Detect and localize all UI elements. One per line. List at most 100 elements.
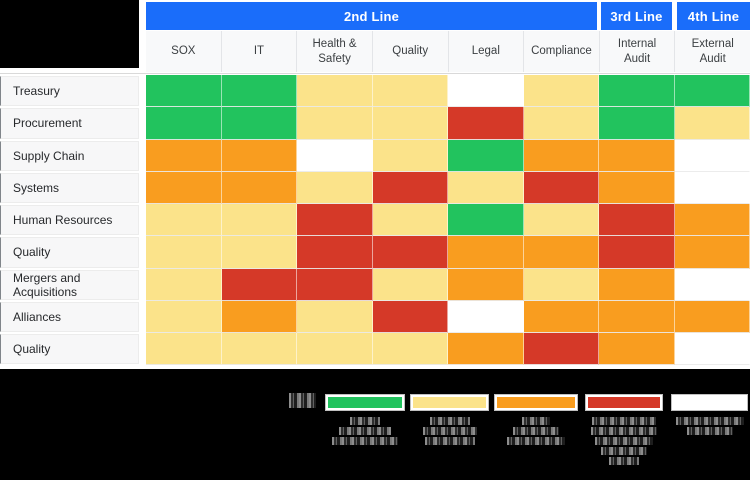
table-row: Mergers and Acquisitions [0, 268, 750, 301]
legend-label-redacted [494, 417, 578, 447]
redacted-text-line [424, 437, 475, 445]
label-gutter [139, 107, 146, 140]
header-band-3rd-line: 3rd Line [601, 2, 672, 30]
heatmap-cell-r5-c2 [221, 204, 297, 237]
heatmap-cell-r6-c2 [221, 236, 297, 269]
table-row: Supply Chain [0, 139, 750, 172]
legend [0, 369, 750, 480]
column-header-6: Compliance [523, 31, 599, 72]
heatmap-cell-r1-c8 [674, 75, 750, 108]
heatmap-cell-r3-c8 [674, 139, 750, 172]
header-band-2nd-line-label: 2nd Line [343, 8, 400, 24]
heatmap-cell-r6-c7 [599, 236, 675, 269]
heatmap-cell-r4-c8 [674, 171, 750, 204]
column-header-3: Health & Safety [296, 31, 372, 72]
heatmap-cell-r6-c5 [448, 236, 524, 269]
heatmap-cell-r7-c2 [221, 268, 297, 301]
redacted-text-line [686, 427, 733, 435]
label-gutter [139, 236, 146, 269]
redacted-text-line [422, 427, 477, 435]
heatmap-cell-r4-c2 [221, 171, 297, 204]
column-header-1: SOX [146, 31, 221, 72]
legend-swatch-frame [325, 394, 405, 411]
heatmap-cell-r9-c7 [599, 333, 675, 366]
heatmap-cell-r6-c8 [674, 236, 750, 269]
heatmap-cell-r1-c2 [221, 75, 297, 108]
header-band-4th-line: 4th Line [677, 2, 750, 30]
redacted-text-line [332, 437, 398, 445]
heatmap-cell-r6-c4 [372, 236, 448, 269]
column-header-5: Legal [447, 31, 524, 72]
heatmap-cell-r2-c6 [523, 107, 599, 140]
heatmap-cell-r8-c5 [448, 300, 524, 333]
redacted-text-line [592, 417, 656, 425]
legend-label-redacted [325, 417, 405, 447]
heatmap-cell-r7-c1 [146, 268, 222, 301]
heatmap-cell-r6-c6 [523, 236, 599, 269]
label-gutter [139, 75, 146, 108]
heatmap-cell-r8-c1 [146, 300, 222, 333]
heatmap-cell-r3-c5 [448, 139, 524, 172]
heatmap-cell-r5-c6 [523, 204, 599, 237]
row-label: Treasury [0, 76, 139, 107]
heatmap-cell-r8-c8 [674, 300, 750, 333]
table-row: Procurement [0, 107, 750, 140]
legend-swatch-orange [497, 397, 575, 408]
heatmap-cell-r4-c7 [599, 171, 675, 204]
legend-swatch-frame [410, 394, 489, 411]
heatmap-cell-r8-c3 [297, 300, 373, 333]
table-row: Human Resources [0, 204, 750, 237]
label-gutter [139, 268, 146, 301]
column-header-4: Quality [371, 31, 448, 72]
heatmap-cell-r5-c8 [674, 204, 750, 237]
legend-key-label-redacted [289, 393, 316, 408]
heatmap-cell-r3-c2 [221, 139, 297, 172]
legend-swatch-yellow [413, 397, 486, 408]
table-row: Systems [0, 171, 750, 204]
heatmap-cell-r2-c1 [146, 107, 222, 140]
redacted-text-line [609, 457, 639, 465]
legend-swatch-frame [585, 394, 663, 411]
row-label: Quality [0, 334, 139, 365]
heatmap-cell-r1-c4 [372, 75, 448, 108]
header-divider [0, 73, 750, 74]
redacted-text-line [591, 427, 657, 435]
header-band-3rd-line-label: 3rd Line [610, 8, 663, 24]
heatmap-cell-r3-c4 [372, 139, 448, 172]
heatmap-cell-r5-c7 [599, 204, 675, 237]
heatmap-cell-r2-c5 [448, 107, 524, 140]
legend-label-redacted [410, 417, 489, 447]
heatmap-cell-r7-c8 [674, 268, 750, 301]
heatmap-cell-r8-c7 [599, 300, 675, 333]
heatmap-cell-r4-c3 [297, 171, 373, 204]
heatmap-cell-r7-c5 [448, 268, 524, 301]
legend-label-redacted [585, 417, 663, 467]
heatmap-cell-r9-c2 [221, 333, 297, 366]
redacted-logo-block [0, 0, 139, 68]
label-gutter [139, 139, 146, 172]
column-header-row: SOX IT Health & Safety Quality Legal Complian… [146, 31, 750, 72]
heatmap-cell-r3-c7 [599, 139, 675, 172]
heatmap-cell-r7-c3 [297, 268, 373, 301]
header-band-2nd-line: 2nd Line [146, 2, 597, 30]
legend-swatch-green [328, 397, 402, 408]
label-gutter [139, 204, 146, 237]
legend-swatch-white [674, 397, 745, 408]
legend-item-red [585, 394, 663, 467]
heatmap-cell-r5-c4 [372, 204, 448, 237]
heatmap-cell-r2-c3 [297, 107, 373, 140]
label-gutter [139, 333, 146, 366]
redacted-text-line [429, 417, 470, 425]
redacted-text-line [339, 427, 391, 435]
row-label: Mergers and Acquisitions [0, 269, 139, 300]
heatmap-cell-r1-c6 [523, 75, 599, 108]
legend-item-green [325, 394, 405, 447]
legend-swatch-red [588, 397, 660, 408]
heatmap-cell-r9-c8 [674, 333, 750, 366]
redacted-text-line [522, 417, 550, 425]
heatmap-cell-r4-c1 [146, 171, 222, 204]
table-row: Treasury [0, 75, 750, 108]
heatmap-cell-r9-c3 [297, 333, 373, 366]
row-label: Human Resources [0, 205, 139, 236]
heatmap-cell-r6-c3 [297, 236, 373, 269]
